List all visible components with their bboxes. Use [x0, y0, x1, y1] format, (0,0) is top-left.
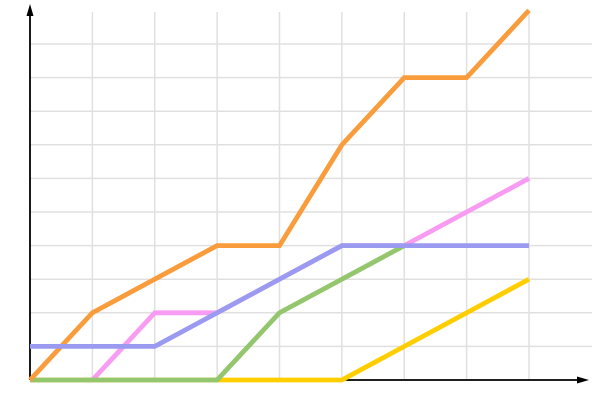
series-orange-line: [28, 8, 531, 382]
series-green-line: [30, 243, 406, 383]
y-axis-arrow-icon: [26, 4, 34, 16]
series-purple-line: [30, 243, 529, 349]
x-axis-arrow-icon: [577, 376, 589, 384]
